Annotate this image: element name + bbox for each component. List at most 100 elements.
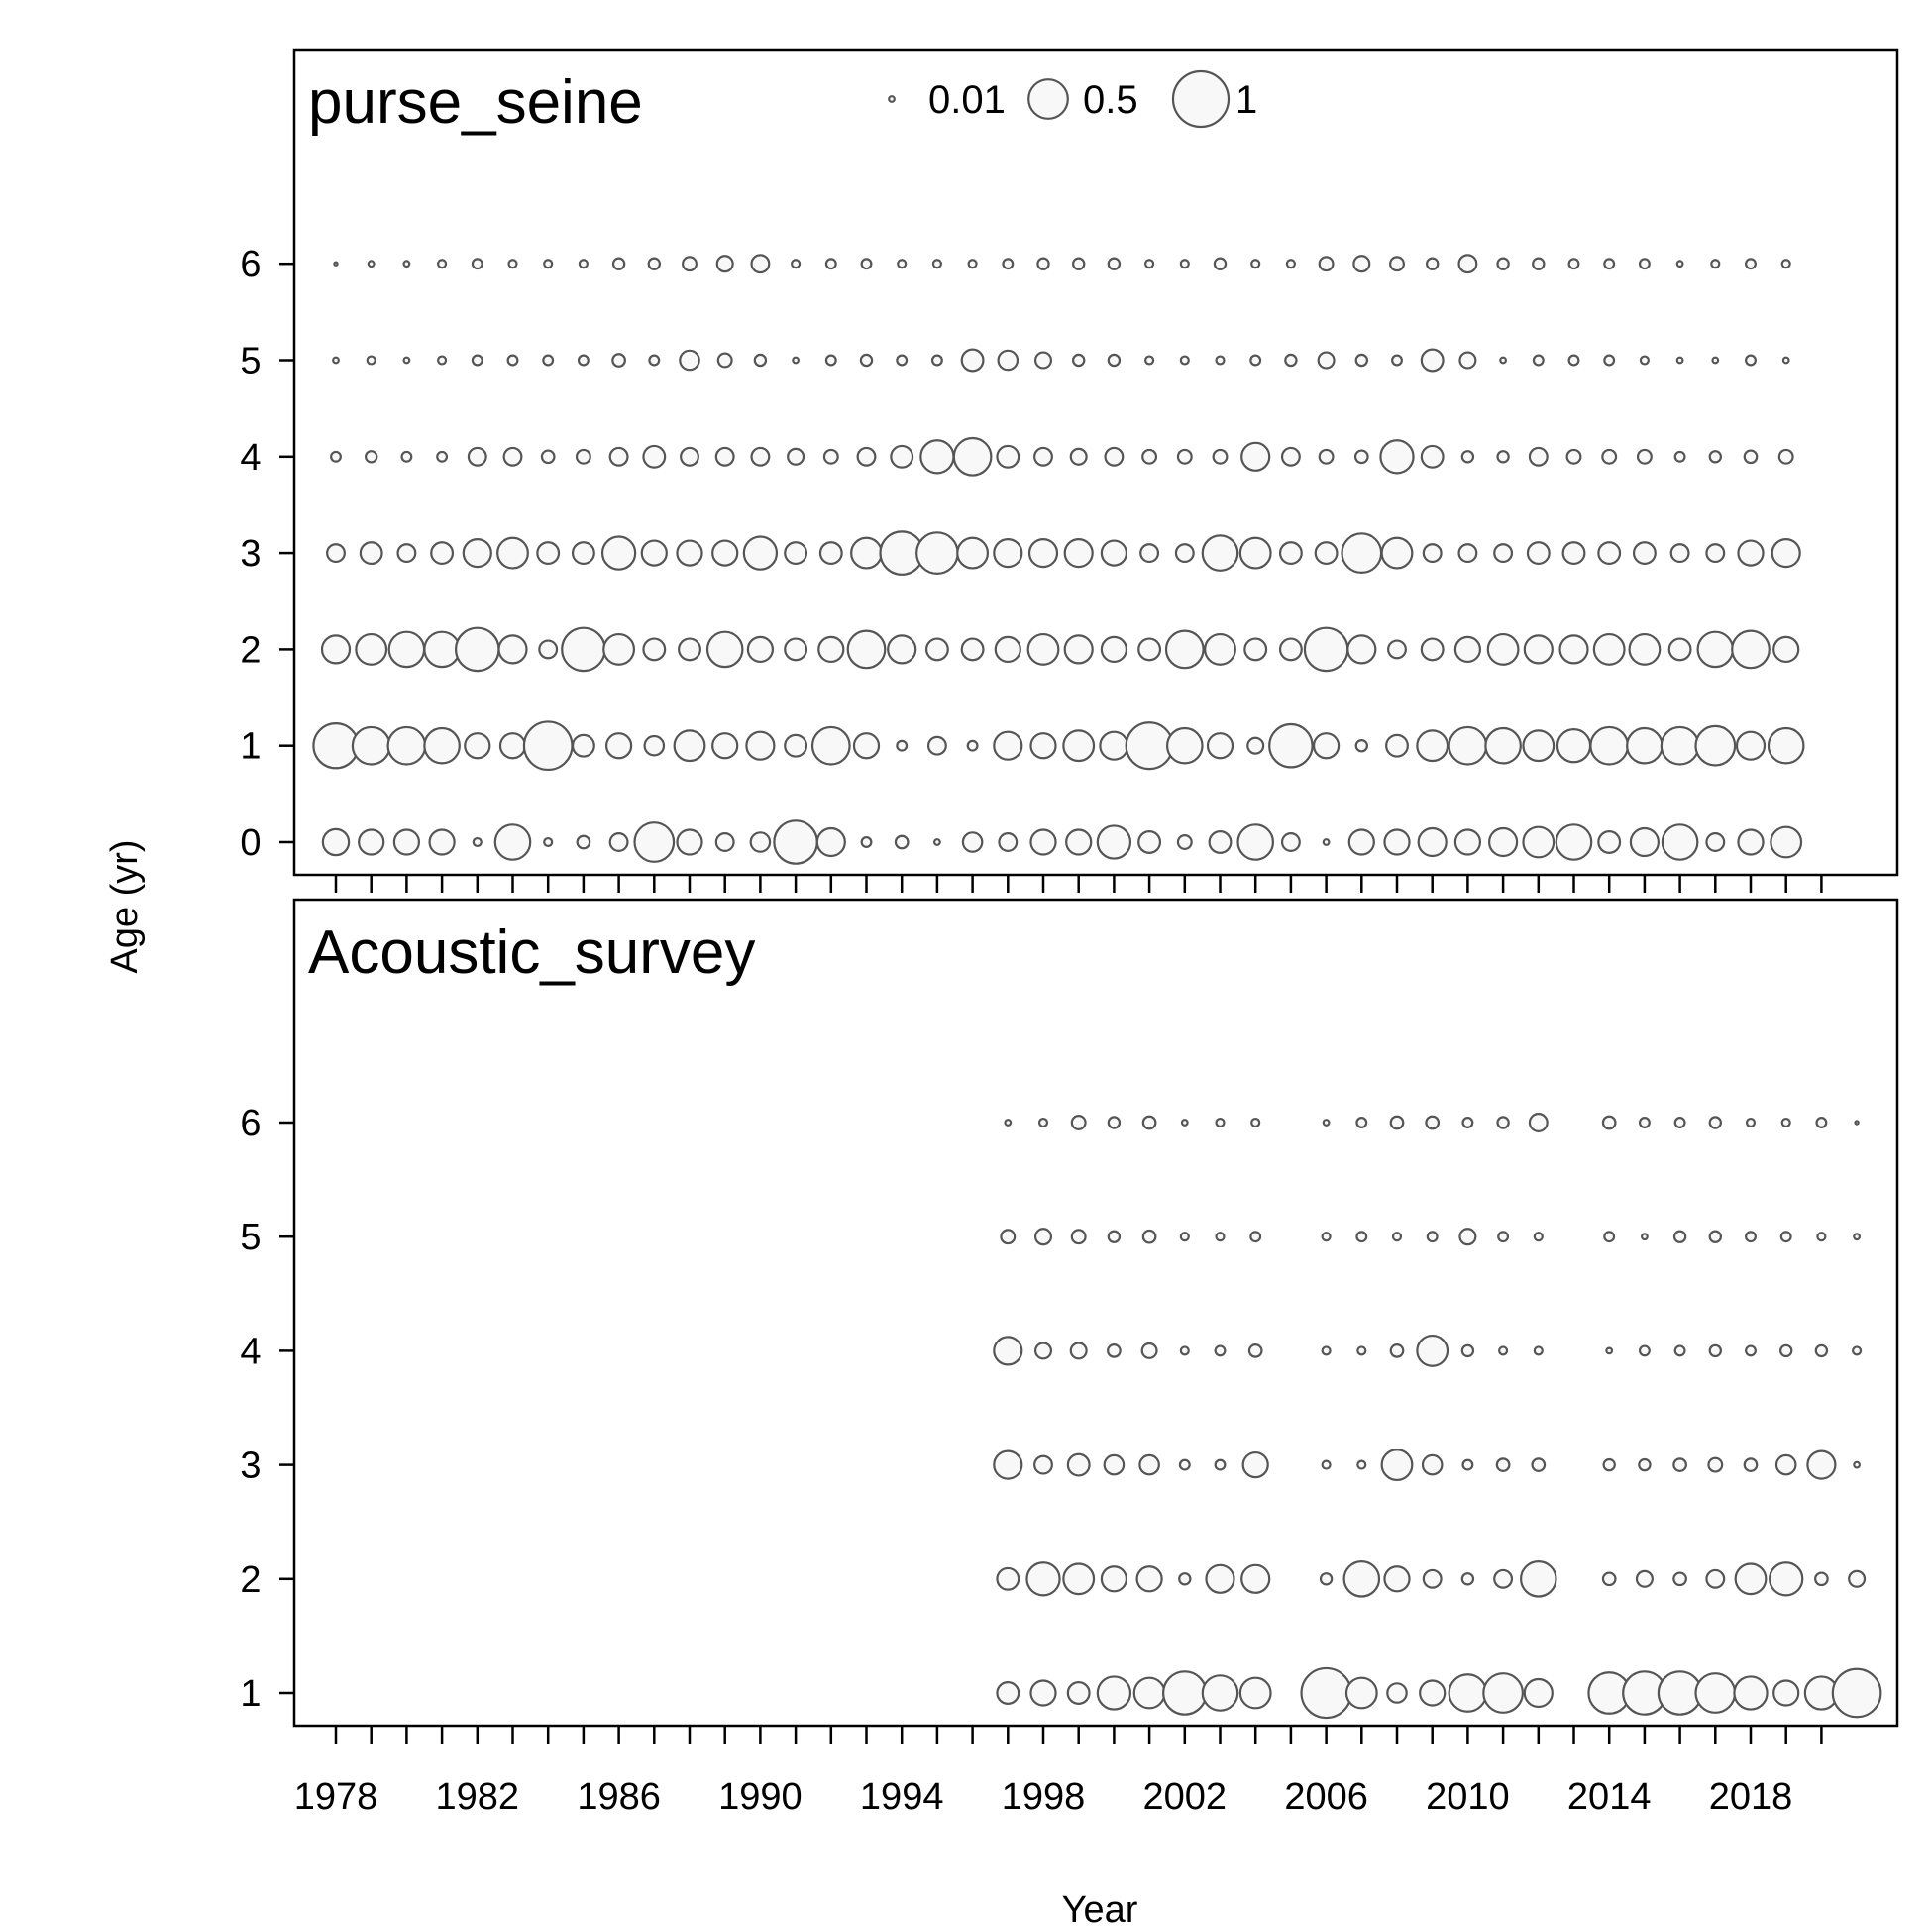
bottom-x-ticks xyxy=(334,1726,1823,1744)
bubble-age-0-year-1997 xyxy=(998,832,1019,852)
bubble-age-2-year-1987 xyxy=(642,637,667,662)
bubble-age-6-year-1988 xyxy=(682,256,698,272)
bubble-age-1-year-2016 xyxy=(1660,725,1700,766)
x-axis-title: Year xyxy=(1062,1889,1138,1931)
bubble-age-4-year-1981 xyxy=(436,450,449,463)
bubble-age-5-year-2014 xyxy=(1603,354,1616,367)
bubble-age-3-year-1987 xyxy=(640,539,668,567)
bubble-age-1-year-2003 xyxy=(1201,1674,1239,1712)
bubble-age-1-year-2001 xyxy=(1132,1676,1166,1710)
bubble-age-6-year-2008 xyxy=(1389,256,1405,272)
bubble-age-4-year-1988 xyxy=(680,446,699,467)
bubble-age-4-year-2006 xyxy=(1318,448,1335,465)
bubble-age-3-year-1993 xyxy=(850,536,883,570)
bubble-age-5-year-2007 xyxy=(1355,1231,1368,1243)
bubble-age-6-year-1997 xyxy=(1002,258,1015,270)
bubble-age-3-year-2007 xyxy=(1341,532,1383,574)
bubble-age-3-year-2005 xyxy=(1278,541,1303,566)
bubble-age-2-year-1990 xyxy=(746,635,775,664)
bubble-age-1-year-2000 xyxy=(1099,730,1129,761)
bubble-age-2-year-1992 xyxy=(817,635,845,664)
bubble-age-4-year-1999 xyxy=(1069,447,1088,466)
bubble-age-5-year-2000 xyxy=(1107,353,1122,368)
y-tick-label: 4 xyxy=(240,1331,261,1372)
bubble-age-1-year-1988 xyxy=(673,729,706,763)
bubble-age-2-year-1982 xyxy=(455,626,500,673)
bubble-age-0-year-1984 xyxy=(543,836,554,848)
bubble-age-6-year-2019 xyxy=(1780,1117,1791,1128)
bubble-age-2-year-2014 xyxy=(1592,632,1626,666)
bubble-age-3-year-1988 xyxy=(676,539,703,567)
x-tick-label: 1990 xyxy=(718,1776,803,1818)
bubble-age-2-year-1984 xyxy=(538,639,559,660)
bubble-age-1-year-1999 xyxy=(1062,729,1096,763)
bubble-age-3-year-1984 xyxy=(536,541,561,566)
purse-seine-bubbles xyxy=(312,254,1805,865)
bubble-age-4-year-2008 xyxy=(1379,439,1415,475)
bubble-age-5-year-1999 xyxy=(1071,353,1086,368)
bubble-age-5-year-2012 xyxy=(1533,1232,1544,1242)
bubble-age-1-year-2008 xyxy=(1386,1682,1408,1704)
bubble-age-0-year-1992 xyxy=(815,826,846,858)
bubble-age-4-year-2002 xyxy=(1176,448,1193,465)
bubble-age-2-year-2017 xyxy=(1705,1568,1726,1589)
bubble-age-2-year-1991 xyxy=(784,637,808,662)
legend-bubble-small xyxy=(888,95,896,103)
bubble-age-2-year-2016 xyxy=(1672,1571,1687,1587)
bubble-age-1-year-2003 xyxy=(1206,732,1234,760)
bubble-age-1-year-1987 xyxy=(643,734,666,757)
bubble-age-2-year-2007 xyxy=(1342,1559,1381,1598)
bubble-age-5-year-1997 xyxy=(997,349,1020,372)
bubble-age-6-year-2010 xyxy=(1457,254,1478,274)
bubble-age-6-year-2007 xyxy=(1355,1117,1368,1128)
bubble-age-6-year-2015 xyxy=(1638,258,1651,270)
bubble-age-1-year-2007 xyxy=(1344,1676,1378,1710)
bubble-age-4-year-2011 xyxy=(1496,450,1510,464)
bubble-age-2-year-2012 xyxy=(1523,634,1554,665)
bubble-age-3-year-2003 xyxy=(1214,1458,1227,1471)
bubble-age-1-year-2012 xyxy=(1522,729,1556,763)
y-tick-label: 2 xyxy=(240,1559,261,1601)
y-tick-label: 2 xyxy=(240,629,261,671)
bubble-age-5-year-2021 xyxy=(1853,1233,1861,1241)
y-tick-label: 6 xyxy=(240,244,261,285)
bubble-age-6-year-2009 xyxy=(1425,257,1440,270)
bubble-age-3-year-2000 xyxy=(1103,1453,1126,1476)
y-tick-label: 3 xyxy=(240,1446,261,1487)
bubble-age-5-year-1983 xyxy=(506,354,519,367)
bubble-age-5-year-1991 xyxy=(792,356,800,365)
bubble-age-3-year-2016 xyxy=(1672,1457,1687,1472)
bubble-age-4-year-2010 xyxy=(1460,1343,1475,1358)
bubble-age-6-year-1994 xyxy=(897,259,908,269)
bubble-age-4-year-1998 xyxy=(1033,1342,1053,1360)
bubble-age-1-year-2017 xyxy=(1694,1672,1737,1714)
bubble-age-6-year-1991 xyxy=(791,259,802,269)
bubble-age-2-year-2002 xyxy=(1164,629,1205,670)
bubble-age-5-year-1990 xyxy=(753,353,768,368)
bubble-age-2-year-1978 xyxy=(320,634,352,665)
bubble-age-0-year-1987 xyxy=(633,821,676,863)
y-tick-label: 1 xyxy=(240,726,261,768)
bubble-age-3-year-2017 xyxy=(1705,543,1726,564)
bubble-age-2-year-2010 xyxy=(1460,1572,1475,1586)
bubble-age-3-year-2010 xyxy=(1457,543,1478,564)
bubble-age-3-year-1996 xyxy=(956,536,990,570)
bubble-age-1-year-2007 xyxy=(1354,739,1369,753)
bubble-age-1-year-2001 xyxy=(1125,721,1174,771)
bubble-age-5-year-1987 xyxy=(648,354,661,367)
bubble-age-2-year-2012 xyxy=(1519,1559,1557,1598)
bubble-age-3-year-1989 xyxy=(711,539,739,567)
bubble-age-4-year-2012 xyxy=(1528,446,1549,467)
top-panel: purse_seine 0.01 0.5 1 0 1 2 3 4 5 6 xyxy=(240,48,1899,893)
bubble-age-1-year-2010 xyxy=(1448,725,1488,766)
bubble-age-2-year-2001 xyxy=(1135,1565,1163,1593)
legend-bubble-medium xyxy=(1027,78,1069,120)
bubble-age-6-year-2018 xyxy=(1745,258,1757,270)
bubble-age-6-year-2011 xyxy=(1496,1116,1510,1129)
bubble-age-3-year-1985 xyxy=(571,541,595,566)
bubble-age-5-year-1988 xyxy=(679,349,700,372)
bubble-age-3-year-1998 xyxy=(1033,1454,1053,1475)
y-tick-label: 4 xyxy=(240,437,261,479)
bubble-age-2-year-2000 xyxy=(1100,635,1128,664)
